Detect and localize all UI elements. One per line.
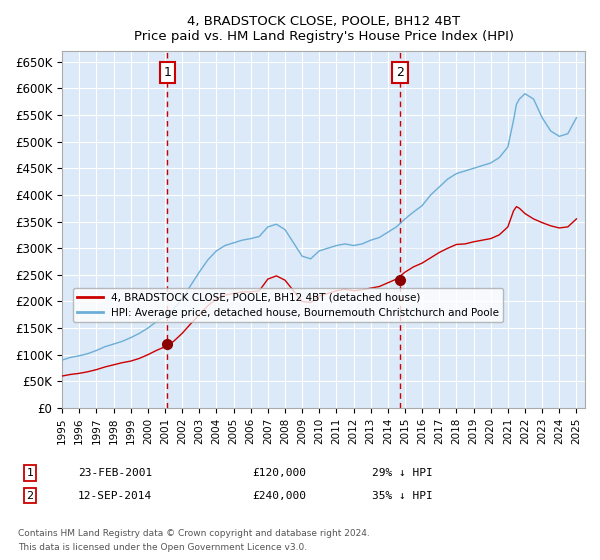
- Text: £240,000: £240,000: [252, 491, 306, 501]
- Text: 1: 1: [26, 468, 34, 478]
- Text: 2: 2: [396, 66, 404, 79]
- Text: 29% ↓ HPI: 29% ↓ HPI: [372, 468, 433, 478]
- Text: This data is licensed under the Open Government Licence v3.0.: This data is licensed under the Open Gov…: [18, 543, 307, 552]
- Text: 23-FEB-2001: 23-FEB-2001: [78, 468, 152, 478]
- Text: £120,000: £120,000: [252, 468, 306, 478]
- Text: 2: 2: [26, 491, 34, 501]
- Text: 1: 1: [163, 66, 172, 79]
- Text: 12-SEP-2014: 12-SEP-2014: [78, 491, 152, 501]
- Text: 35% ↓ HPI: 35% ↓ HPI: [372, 491, 433, 501]
- Text: Contains HM Land Registry data © Crown copyright and database right 2024.: Contains HM Land Registry data © Crown c…: [18, 529, 370, 538]
- Legend: 4, BRADSTOCK CLOSE, POOLE, BH12 4BT (detached house), HPI: Average price, detach: 4, BRADSTOCK CLOSE, POOLE, BH12 4BT (det…: [73, 288, 503, 322]
- Title: 4, BRADSTOCK CLOSE, POOLE, BH12 4BT
Price paid vs. HM Land Registry's House Pric: 4, BRADSTOCK CLOSE, POOLE, BH12 4BT Pric…: [134, 15, 514, 43]
